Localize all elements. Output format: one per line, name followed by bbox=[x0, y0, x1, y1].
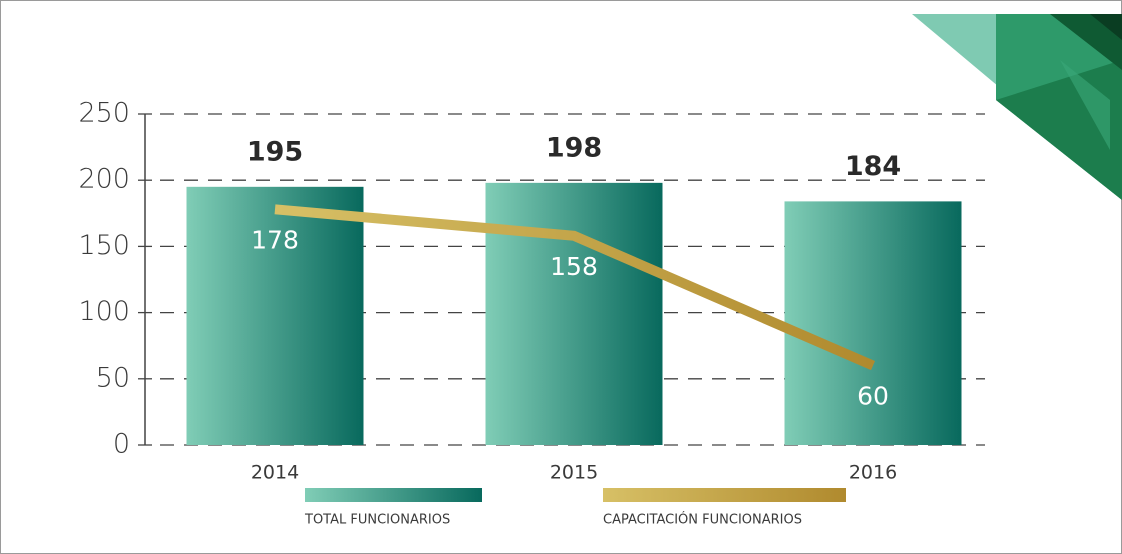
legend-swatch bbox=[603, 488, 846, 502]
x-tick-label: 2014 bbox=[251, 462, 299, 484]
y-tick-label: 250 bbox=[78, 98, 130, 129]
legend-label: CAPACITACIÓN FUNCIONARIOS bbox=[603, 512, 802, 528]
bar-label: 198 bbox=[546, 132, 602, 163]
bar bbox=[485, 182, 663, 445]
bar bbox=[784, 201, 962, 445]
x-tick-label: 2016 bbox=[849, 462, 897, 484]
x-tick-label: 2015 bbox=[550, 462, 598, 484]
bar bbox=[186, 186, 364, 445]
y-tick-label: 50 bbox=[96, 362, 130, 393]
y-tick-label: 100 bbox=[78, 296, 130, 327]
line-label: 60 bbox=[857, 382, 889, 411]
bar-label: 184 bbox=[845, 151, 901, 182]
legend-swatch bbox=[305, 488, 482, 502]
legend-label: TOTAL FUNCIONARIOS bbox=[304, 513, 450, 528]
line-label: 178 bbox=[251, 225, 299, 254]
y-tick-label: 150 bbox=[78, 230, 130, 261]
line bbox=[274, 204, 875, 371]
y-tick-label: 200 bbox=[78, 164, 130, 195]
bar-label: 195 bbox=[247, 136, 303, 167]
line-label: 158 bbox=[550, 252, 598, 281]
decoration bbox=[912, 14, 1122, 200]
y-tick-label: 0 bbox=[113, 429, 130, 460]
